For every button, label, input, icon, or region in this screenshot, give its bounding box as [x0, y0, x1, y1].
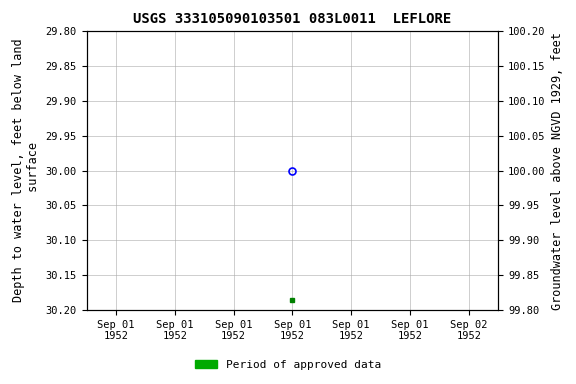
Legend: Period of approved data: Period of approved data [191, 356, 385, 375]
Title: USGS 333105090103501 083L0011  LEFLORE: USGS 333105090103501 083L0011 LEFLORE [133, 12, 452, 26]
Y-axis label: Groundwater level above NGVD 1929, feet: Groundwater level above NGVD 1929, feet [551, 32, 564, 310]
Y-axis label: Depth to water level, feet below land
 surface: Depth to water level, feet below land su… [12, 39, 40, 303]
